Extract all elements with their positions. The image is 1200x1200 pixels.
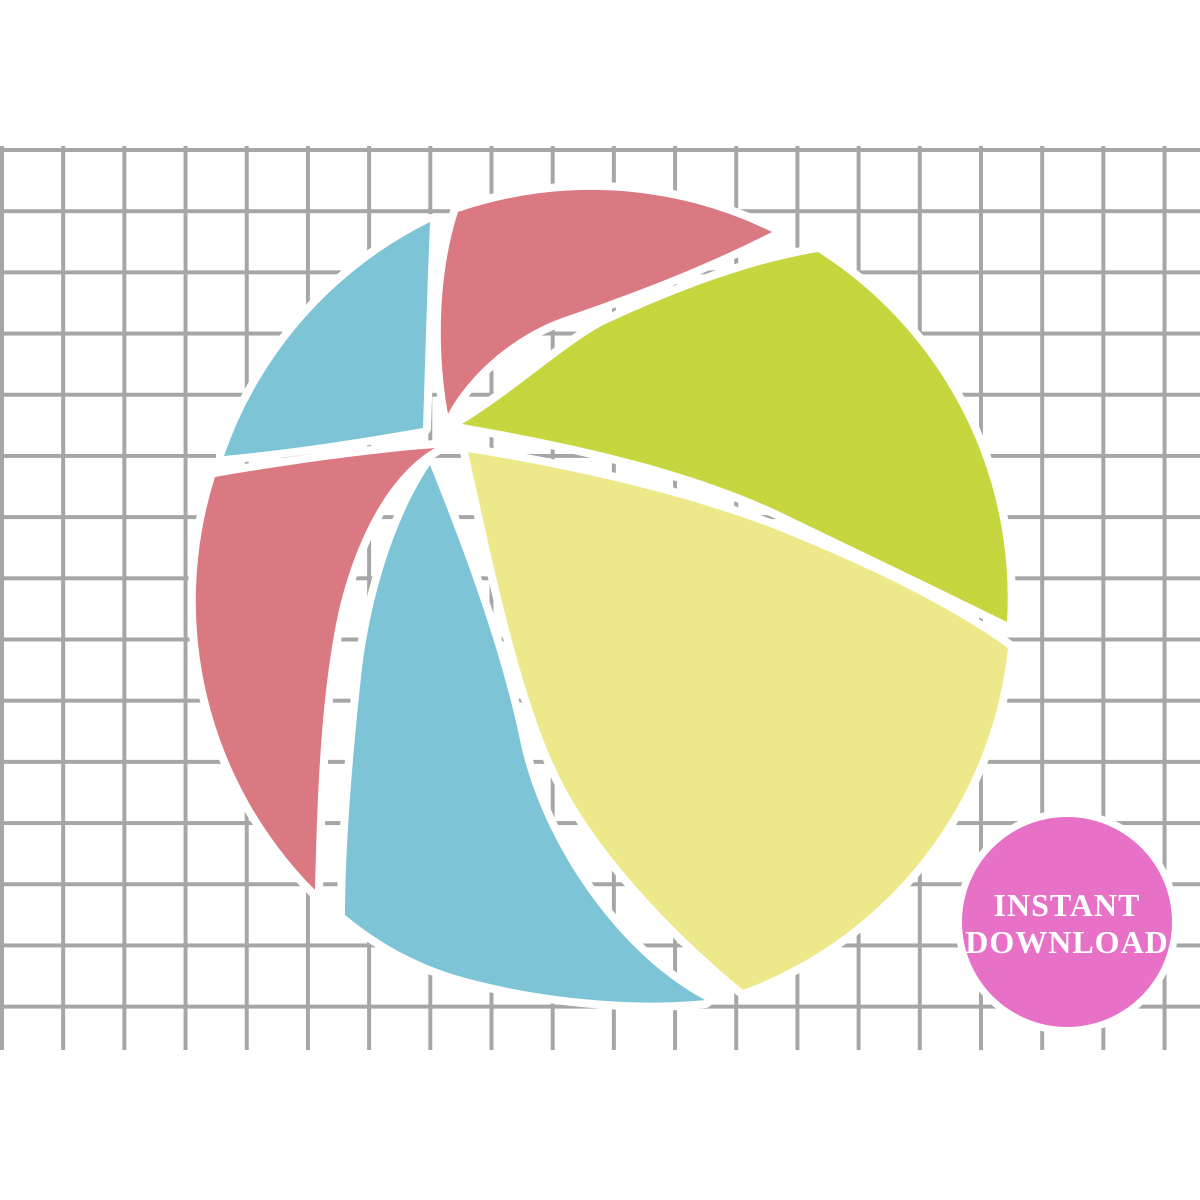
ball-panel-left-pink [187,440,443,898]
ball-panel-top-left-blue [216,214,438,464]
badge-text-line2: DOWNLOAD [965,924,1169,960]
badge-circle [955,810,1179,1034]
badge-text-line1: INSTANT [994,887,1141,923]
ball-panel-right-green [454,244,1016,630]
instant-download-badge: INSTANT DOWNLOAD [955,810,1179,1034]
ball-panel-bottom-blue [337,457,713,1011]
ball-panel-top-pink [432,181,780,422]
ball-panel-bottom-right-yellow [460,444,1016,998]
